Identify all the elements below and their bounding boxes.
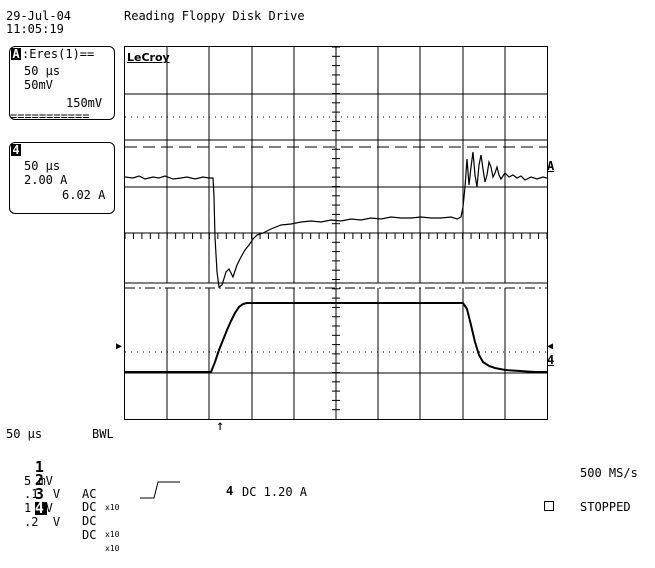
- channel-3-scale: 1 V: [24, 501, 53, 515]
- status-indicator-box: [544, 501, 554, 511]
- time-label: 11:05:19: [6, 22, 64, 36]
- trace-a-panel[interactable]: A :Eres(1)== 50 μs 50mV 150mV ==========…: [9, 46, 115, 123]
- date-label: 29-Jul-04: [6, 9, 72, 23]
- trace-4-badge: 4: [11, 143, 21, 157]
- trace-a-timebase: 50 μs: [24, 64, 61, 78]
- channel-3-coupling: DC: [82, 514, 97, 528]
- channel-4-number: 4: [34, 501, 47, 516]
- trace-4-timebase: 50 μs: [24, 159, 61, 173]
- trace-a-value: 150mV: [66, 96, 103, 110]
- center-horizontal-ticks: [125, 233, 547, 239]
- trace-a-marker[interactable]: A: [547, 159, 555, 173]
- trigger-setting: DC 1.20 A: [242, 485, 308, 499]
- channel-3-number: 3: [34, 485, 44, 503]
- channel-2-coupling: DC: [82, 500, 97, 514]
- waveform-svg: [125, 47, 547, 419]
- waveform-grid[interactable]: LeCroy: [124, 46, 548, 420]
- trigger-channel: 4: [226, 484, 234, 498]
- channel-2-number: 2: [34, 471, 44, 489]
- center-vertical-ticks: [332, 47, 340, 411]
- trace-a-label: :Eres(1)==: [22, 47, 95, 61]
- trace-a-waveform: [125, 151, 547, 289]
- channel-4-attn: x10: [105, 544, 120, 553]
- channel-1-attn: x10: [105, 503, 120, 512]
- trace-4-waveform: [125, 302, 547, 373]
- trace-a-badge: A: [11, 47, 21, 61]
- acquisition-status: STOPPED: [580, 500, 631, 514]
- channel-1-number: 1: [34, 458, 44, 476]
- lecroy-logo: LeCroy: [127, 51, 170, 64]
- channel-2-scale: .1 V: [24, 487, 61, 501]
- channel-4-coupling: DC: [82, 528, 97, 542]
- trigger-position-arrow[interactable]: ↑: [216, 418, 225, 434]
- trace-a-vdiv: 50mV: [24, 78, 53, 92]
- trace-a-separator: ===========: [10, 109, 90, 123]
- channel-1-coupling: AC: [82, 487, 97, 501]
- trace-4-value: 6.02 A: [62, 188, 106, 202]
- sample-rate: 500 MS/s: [580, 466, 638, 480]
- bottom-timebase: 50 μs: [6, 427, 43, 441]
- trace-4-marker[interactable]: 4: [547, 353, 555, 367]
- channel-4-scale: .2 V: [24, 515, 61, 529]
- channel-3-attn: x10: [105, 530, 120, 539]
- channel-4-row[interactable]: 4 .2 V DC x10: [6, 489, 119, 568]
- trigger-level-arrow[interactable]: ▶: [116, 341, 123, 352]
- trace-4-panel[interactable]: 4 50 μs 2.00 A 6.02 A: [9, 142, 115, 214]
- screen-title: Reading Floppy Disk Drive: [124, 9, 305, 23]
- channel-2-row[interactable]: 2 .1 V DC: [6, 461, 96, 540]
- channel-1-scale: 5 mV: [24, 474, 53, 488]
- channel-1-row[interactable]: 1 5 mV AC x10: [6, 448, 119, 527]
- trace-4-marker-arrow[interactable]: ◀: [547, 341, 554, 352]
- trace-4-vdiv: 2.00 A: [24, 173, 68, 187]
- rising-edge-icon: [140, 481, 180, 499]
- bwl-label: BWL: [92, 427, 114, 441]
